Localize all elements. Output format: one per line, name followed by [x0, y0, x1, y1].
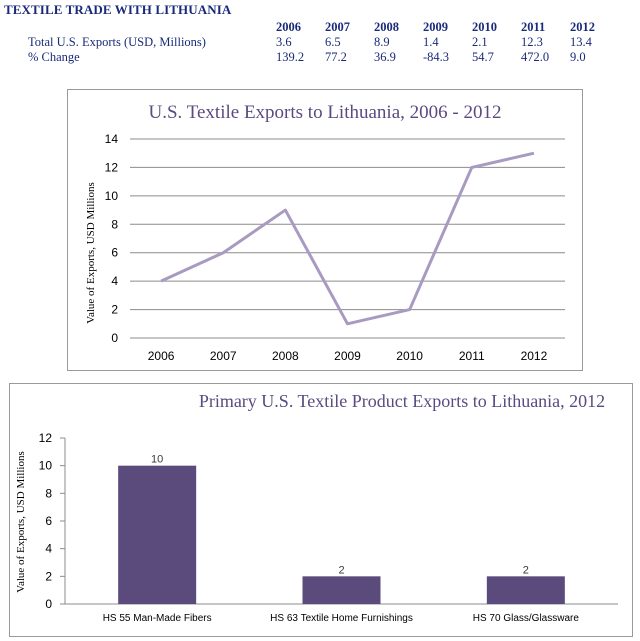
line-chart-x-tick-label: 2007 — [210, 349, 237, 363]
table-row-label: % Change — [28, 50, 80, 64]
bar-chart-y-tick-label: 10 — [39, 459, 53, 473]
line-chart-x-tick-label: 2006 — [148, 349, 175, 363]
bar-chart-y-tick-label: 2 — [45, 569, 52, 583]
table-header-blank — [0, 20, 276, 35]
bar-chart-panel: Primary U.S. Textile Product Exports to … — [9, 383, 633, 637]
line-chart-x-tick-label: 2012 — [521, 349, 548, 363]
bar-chart-y-tick-label: 6 — [45, 514, 52, 528]
table-row-label: Total U.S. Exports (USD, Millions) — [28, 35, 206, 49]
table-header-year: 2007 — [325, 20, 350, 34]
table-cell: 472.0 — [521, 50, 550, 64]
line-chart-y-tick-label: 4 — [111, 274, 118, 288]
table-header-year: 2009 — [423, 20, 448, 34]
bar-chart-y-tick-label: 8 — [45, 486, 52, 500]
table-header-year: 2010 — [472, 20, 497, 34]
bar-data-label: 2 — [523, 564, 529, 576]
page-heading: TEXTILE TRADE WITH LITHUANIA — [4, 2, 232, 17]
table-cell: 139.2 — [276, 50, 305, 64]
table-header-row: 2006 2007 2008 2009 2010 2011 2012 — [0, 20, 619, 35]
line-chart-y-tick-label: 10 — [105, 189, 119, 203]
line-chart-x-tick-label: 2008 — [272, 349, 299, 363]
table-header-year: 2008 — [374, 20, 399, 34]
line-chart-x-tick-label: 2009 — [334, 349, 361, 363]
table-header-year: 2012 — [570, 20, 595, 34]
table-cell: 3.6 — [276, 35, 292, 49]
table-cell: 54.7 — [472, 50, 494, 64]
bar-chart-y-axis-title: Value of Exports, USD Millions — [15, 451, 27, 592]
table-cell: -84.3 — [423, 50, 450, 64]
line-chart-y-axis-title: Value of Exports, USD Millions — [85, 182, 97, 323]
line-chart: U.S. Textile Exports to Lithuania, 2006 … — [85, 102, 565, 363]
table-cell: 13.4 — [570, 35, 592, 49]
bar-data-label: 2 — [338, 564, 344, 576]
table-cell: 12.3 — [521, 35, 543, 49]
line-chart-x-tick-label: 2011 — [459, 349, 485, 363]
bar-data-label: 10 — [151, 454, 163, 466]
line-chart-title: U.S. Textile Exports to Lithuania, 2006 … — [149, 102, 502, 123]
bar-chart-y-tick-label: 0 — [45, 597, 52, 611]
bar-chart-title: Primary U.S. Textile Product Exports to … — [199, 391, 605, 411]
table-cell: 2.1 — [472, 35, 488, 49]
table-cell: 36.9 — [374, 50, 396, 64]
table-header-year: 2006 — [276, 20, 301, 34]
bar-chart-x-tick-label: HS 63 Textile Home Furnishings — [270, 613, 413, 624]
bar-chart: Primary U.S. Textile Product Exports to … — [15, 391, 618, 624]
bar-chart-y-tick-label: 12 — [39, 431, 53, 445]
line-chart-x-tick-label: 2010 — [396, 349, 423, 363]
table-cell: 1.4 — [423, 35, 439, 49]
table-cell: 6.5 — [325, 35, 341, 49]
line-series — [160, 151, 535, 326]
bar-chart-x-tick-label: HS 55 Man-Made Fibers — [103, 613, 212, 624]
line-chart-y-tick-label: 8 — [111, 217, 118, 231]
line-chart-y-tick-label: 12 — [105, 160, 119, 174]
line-chart-panel: U.S. Textile Exports to Lithuania, 2006 … — [67, 89, 583, 371]
trade-table: 2006 2007 2008 2009 2010 2011 2012 Total… — [0, 20, 619, 65]
table-row: % Change 139.2 77.2 36.9 -84.3 54.7 472.… — [0, 50, 619, 65]
bar-chart-y-tick-label: 4 — [45, 542, 52, 556]
line-chart-y-tick-label: 2 — [111, 303, 118, 317]
bar — [486, 576, 565, 604]
table-cell: 8.9 — [374, 35, 390, 49]
line-chart-y-tick-label: 14 — [105, 132, 119, 146]
line-chart-y-tick-label: 0 — [111, 331, 118, 345]
table-row: Total U.S. Exports (USD, Millions) 3.6 6… — [0, 35, 619, 50]
table-cell: 77.2 — [325, 50, 347, 64]
table-cell: 9.0 — [570, 50, 586, 64]
table-header-year: 2011 — [521, 20, 546, 34]
line-chart-y-tick-label: 6 — [111, 246, 118, 260]
bar — [302, 576, 381, 604]
bar — [118, 465, 197, 604]
bar-chart-x-tick-label: HS 70 Glass/Glassware — [473, 613, 580, 624]
